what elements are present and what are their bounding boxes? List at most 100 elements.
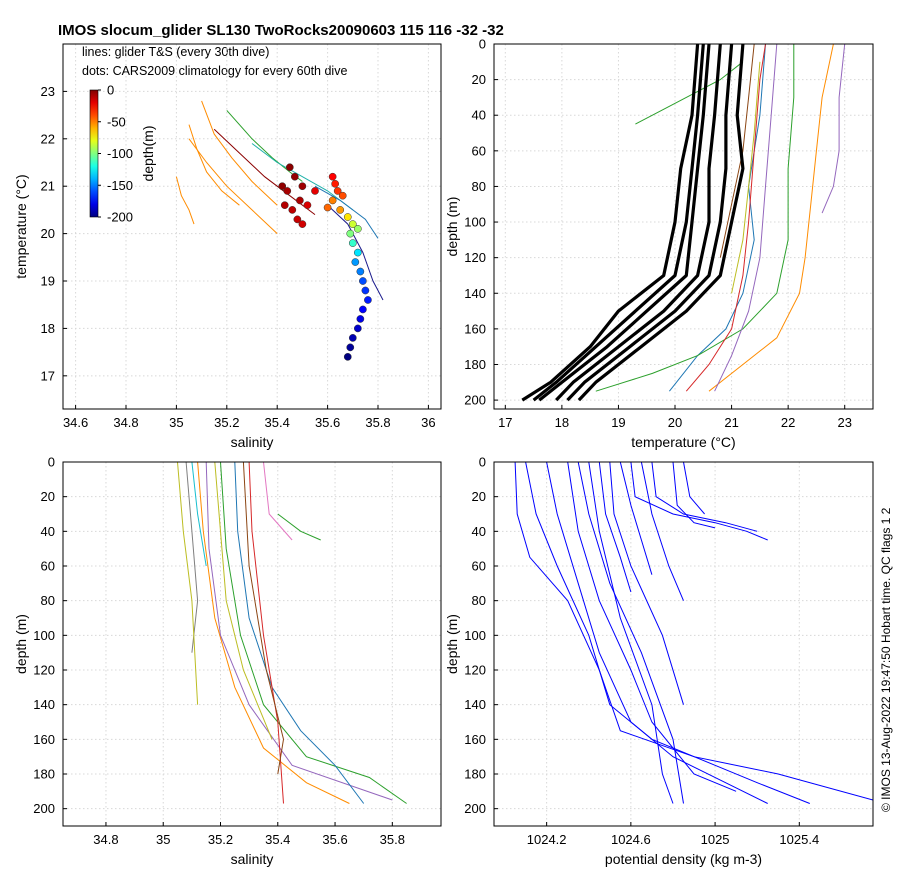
ts-climatology-point: [359, 305, 367, 314]
sal-ytick-label: 140: [33, 697, 55, 712]
temp-glider-profile: [821, 44, 846, 214]
ts-frame: [62, 43, 442, 410]
sal-xtick-label: 35: [156, 832, 170, 847]
sal-ytick-label: 60: [41, 559, 55, 574]
ts-glider-line: [188, 124, 240, 206]
temp-climatology-profile: [532, 44, 705, 402]
dens-profile: [630, 462, 768, 541]
ts-climatology-point: [298, 220, 307, 228]
temp-ytick-label: 180: [464, 357, 486, 372]
temp-xtick-label: 19: [611, 415, 625, 430]
dens-ytick-label: 160: [464, 732, 486, 747]
ts-ytick-label: 21: [41, 179, 55, 194]
temp-glider-profile: [714, 44, 778, 392]
ts-climatology-point: [346, 229, 355, 238]
dens-ytick-label: 60: [472, 559, 486, 574]
dens-ytick-label: 20: [472, 489, 486, 504]
sal-ylabel: depth (m): [13, 614, 29, 674]
dens-profile: [546, 462, 768, 804]
ts-climatology-point: [343, 353, 352, 361]
dens-ytick-label: 120: [464, 663, 486, 678]
sal-profile: [277, 513, 321, 541]
sal-profile: [185, 462, 199, 653]
ts-climatology-point: [353, 248, 362, 257]
sal-profile: [263, 462, 293, 541]
colorbar: [89, 89, 99, 218]
ts-climatology-point: [298, 182, 307, 191]
dens-xlabel: potential density (kg m-3): [605, 851, 762, 867]
dens-profile: [598, 462, 632, 593]
dens-xtick-label: 1025: [701, 832, 730, 847]
sal-ytick-label: 80: [41, 593, 55, 608]
dens-ytick-label: 180: [464, 767, 486, 782]
temp-glider-profile: [685, 44, 766, 392]
ts-ytick-label: 23: [41, 84, 55, 99]
dens-ytick-label: 200: [464, 801, 486, 816]
ts-xtick-label: 34.6: [63, 415, 88, 430]
ts-climatology-point: [323, 203, 332, 212]
ts-climatology-point: [328, 172, 337, 181]
temp-climatology-profile: [538, 44, 711, 402]
ts-climatology-point: [303, 201, 312, 210]
ts-glider-line: [251, 143, 354, 211]
temp-ytick-label: 40: [472, 108, 486, 123]
temp-xtick-label: 22: [781, 415, 795, 430]
sal-profile: [248, 462, 284, 804]
sal-frame: [62, 461, 442, 827]
ts-climatology-point: [343, 213, 352, 221]
sal-xtick-label: 35.6: [322, 832, 347, 847]
ts-climatology-point: [285, 163, 294, 172]
ts-ytick-label: 18: [41, 321, 55, 336]
sal-ytick-label: 100: [33, 628, 55, 643]
temp-xtick-label: 18: [555, 415, 569, 430]
sal-profile: [242, 462, 285, 775]
ts-climatology-point: [331, 179, 340, 188]
temp-glider-profile: [719, 44, 755, 258]
ts-ytick-label: 17: [41, 368, 55, 383]
sal-xtick-label: 34.8: [93, 832, 118, 847]
temp-ylabel: depth (m): [444, 197, 460, 257]
temp-glider-profile: [731, 61, 761, 294]
dens-profile: [577, 462, 684, 804]
ts-glider-line: [201, 100, 278, 206]
dens-profile: [567, 462, 737, 792]
ts-glider-line: [188, 138, 278, 234]
ts-climatology-point: [293, 215, 302, 224]
colorbar-tick-label: -200: [107, 210, 133, 225]
temp-glider-profile: [595, 44, 795, 392]
dens-profile: [619, 462, 653, 575]
dens-xtick-label: 1024.6: [611, 832, 651, 847]
ts-xtick-label: 35.6: [315, 415, 340, 430]
ts-xlabel: salinity: [231, 434, 274, 450]
temp-glider-profile: [669, 44, 766, 392]
temp-xtick-label: 21: [724, 415, 738, 430]
ts-glider-line: [175, 176, 195, 225]
sal-ytick-label: 200: [33, 801, 55, 816]
colorbar-tick-label: -100: [107, 146, 133, 161]
colorbar-tick-label: -150: [107, 178, 133, 193]
ts-climatology-point: [328, 196, 337, 205]
sal-profile: [214, 462, 273, 740]
temp-ytick-label: 80: [472, 179, 486, 194]
ts-ytick-label: 22: [41, 131, 55, 146]
ts-ytick-label: 19: [41, 274, 55, 289]
dens-profile: [525, 462, 810, 804]
ts-climatology-point: [280, 201, 289, 210]
ts-climatology-point: [290, 172, 299, 181]
legend-note-lines: lines: glider T&S (every 30th dive): [82, 45, 270, 59]
sal-xtick-label: 35.2: [208, 832, 233, 847]
dens-xtick-label: 1024.2: [527, 832, 567, 847]
ts-climatology-point: [336, 206, 345, 214]
ts-xtick-label: 35: [169, 415, 183, 430]
dens-ytick-label: 80: [472, 593, 486, 608]
ts-climatology-point: [353, 225, 362, 233]
dens-profile: [609, 462, 684, 705]
ts-climatology-point: [288, 206, 297, 214]
temp-ytick-label: 20: [472, 72, 486, 87]
temp-xtick-label: 20: [668, 415, 682, 430]
dens-profile: [651, 462, 758, 532]
sal-profile: [234, 462, 365, 804]
sal-profile: [197, 462, 350, 804]
ts-xtick-label: 35.2: [214, 415, 239, 430]
dens-ytick-label: 0: [479, 455, 486, 470]
